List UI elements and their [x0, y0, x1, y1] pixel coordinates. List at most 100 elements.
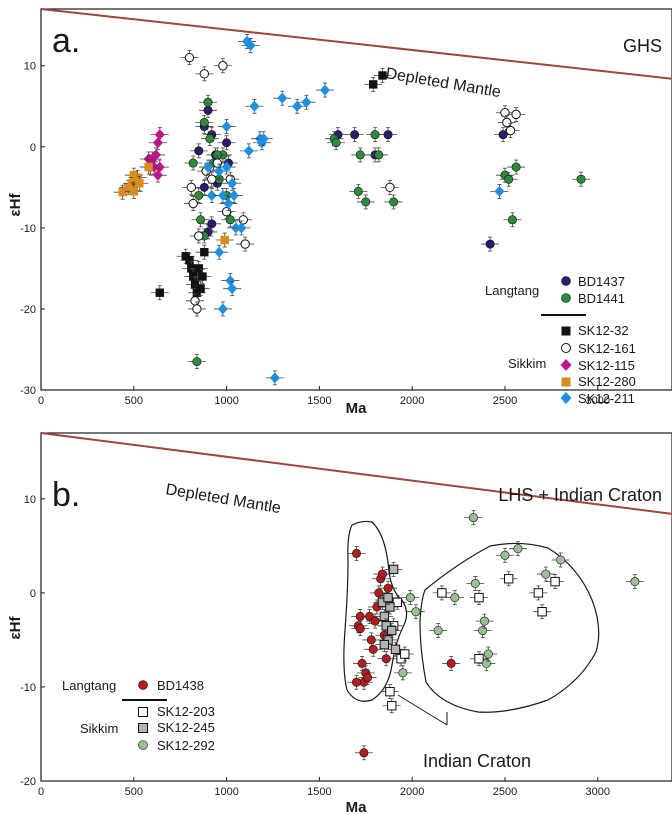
data-point-bd1441 [576, 174, 586, 184]
data-point-sk12-211 [227, 177, 238, 189]
y-tick-label: 0 [30, 142, 36, 154]
legend-label-bd1441: BD1441 [578, 291, 625, 306]
data-point-sk12-161 [184, 52, 195, 63]
x-tick-label: 2500 [493, 786, 517, 798]
legend-label-sk12-292: SK12-292 [157, 738, 215, 753]
data-point-sk12-211 [301, 96, 312, 108]
x-tick-label: 1500 [307, 786, 331, 798]
data-point-bd1438 [446, 658, 456, 668]
data-point-sk12-292 [450, 593, 460, 603]
data-point-sk12-161 [194, 231, 204, 241]
data-point-sk12-203 [474, 654, 484, 664]
data-point-sk12-292 [556, 555, 566, 565]
data-point-sk12-211 [214, 165, 225, 177]
data-point-sk12-161 [505, 125, 516, 136]
data-point-bd1441 [504, 174, 514, 184]
data-point-sk12-292 [398, 668, 408, 678]
data-point-sk12-280 [118, 188, 127, 197]
data-point-sk12-161 [500, 108, 510, 118]
panel-a-plot-frame [40, 8, 672, 391]
data-point-bd1437 [350, 130, 360, 140]
data-point-bd1438 [377, 569, 387, 579]
data-point-sk12-211 [223, 198, 234, 210]
data-point-bd1437 [194, 146, 204, 156]
data-point-sk12-115 [154, 161, 165, 173]
data-point-bd1438 [363, 673, 373, 683]
data-point-sk12-211 [214, 246, 225, 258]
legend-marker-sk12-245 [138, 723, 148, 733]
legend-label-bd1438: BD1438 [157, 678, 204, 693]
panel-b: 0 500 1000 1500 2000 2500 3000 10 0 -10 -20 b. LH… [7, 432, 672, 815]
data-point-sk12-32 [369, 80, 378, 89]
panel-a-letter: a. [52, 22, 80, 60]
data-point-sk12-280 [129, 187, 138, 196]
legend-marker-bd1437 [561, 276, 571, 286]
legend-marker-sk12-280 [561, 377, 571, 387]
data-point-sk12-32 [196, 284, 205, 293]
panel-b-data-points [347, 510, 644, 761]
y-tick-label: 10 [24, 61, 36, 73]
data-point-bd1441 [196, 215, 206, 225]
legend-label-sk12-115: SK12-115 [578, 358, 635, 373]
data-point-sk12-292 [405, 593, 415, 603]
panel-a-x-axis-title: Ma [346, 400, 367, 417]
panel-b-region-label: LHS + Indian Craton [498, 485, 662, 505]
data-point-sk12-211 [227, 283, 238, 295]
y-tick-label: -30 [20, 385, 36, 397]
data-point-bd1438 [368, 644, 378, 654]
data-point-sk12-115 [152, 137, 163, 149]
data-point-sk12-211 [245, 39, 256, 51]
data-point-bd1441 [194, 190, 204, 200]
y-tick-label: 0 [30, 588, 36, 600]
data-point-sk12-292 [500, 550, 510, 560]
indian-craton-label: Indian Craton [423, 751, 531, 771]
legend-group-sikkim: Sikkim [508, 356, 546, 371]
data-point-sk12-211 [292, 100, 303, 112]
data-point-sk12-115 [154, 129, 165, 141]
craton-leader-left [397, 694, 448, 726]
x-tick-label: 1500 [307, 395, 331, 407]
data-point-sk12-161 [192, 304, 202, 314]
data-point-sk12-292 [481, 658, 491, 668]
panel-b-legend: Langtang BD1438 SK12-203 Sikkim SK12-245… [62, 678, 215, 753]
data-point-bd1437 [485, 239, 495, 249]
data-point-bd1441 [188, 158, 198, 168]
y-tick-label: -20 [20, 304, 36, 316]
x-tick-label: 0 [38, 786, 44, 798]
data-point-sk12-203 [503, 574, 514, 584]
data-point-sk12-211 [269, 372, 280, 384]
data-point-sk12-245 [381, 621, 391, 631]
data-point-sk12-280 [133, 173, 142, 182]
data-point-bd1438 [381, 654, 391, 664]
legend-marker-sk12-161 [561, 343, 571, 353]
x-tick-label: 2500 [493, 395, 517, 407]
panel-a-data-points [113, 34, 591, 386]
x-tick-label: 2000 [400, 786, 424, 798]
data-point-sk12-32 [378, 71, 387, 80]
data-point-bd1437 [222, 138, 232, 148]
data-point-bd1438 [359, 748, 369, 758]
data-point-bd1441 [361, 197, 371, 207]
data-point-bd1437 [207, 219, 217, 229]
data-point-sk12-211 [243, 145, 254, 157]
data-point-sk12-203 [400, 649, 410, 659]
data-point-bd1441 [370, 130, 380, 140]
data-point-sk12-211 [206, 189, 217, 201]
data-point-bd1438 [370, 616, 380, 626]
data-point-sk12-211 [203, 161, 214, 173]
data-point-sk12-280 [135, 179, 144, 188]
data-point-sk12-203 [392, 597, 403, 607]
data-point-sk12-161 [385, 182, 395, 193]
data-point-sk12-280 [144, 162, 153, 172]
panel-b-depleted-mantle-label: Depleted Mantle [164, 481, 282, 517]
data-point-sk12-203 [550, 576, 560, 587]
legend-group-sikkim-b: Sikkim [80, 721, 118, 736]
data-point-sk12-211 [221, 121, 232, 133]
data-point-sk12-245 [383, 592, 393, 603]
panel-b-plot-frame [40, 432, 672, 782]
data-point-bd1441 [205, 134, 215, 144]
data-point-sk12-211 [221, 161, 232, 173]
data-point-sk12-161 [511, 109, 521, 120]
data-point-sk12-161 [240, 239, 250, 249]
data-point-sk12-292 [468, 513, 478, 523]
